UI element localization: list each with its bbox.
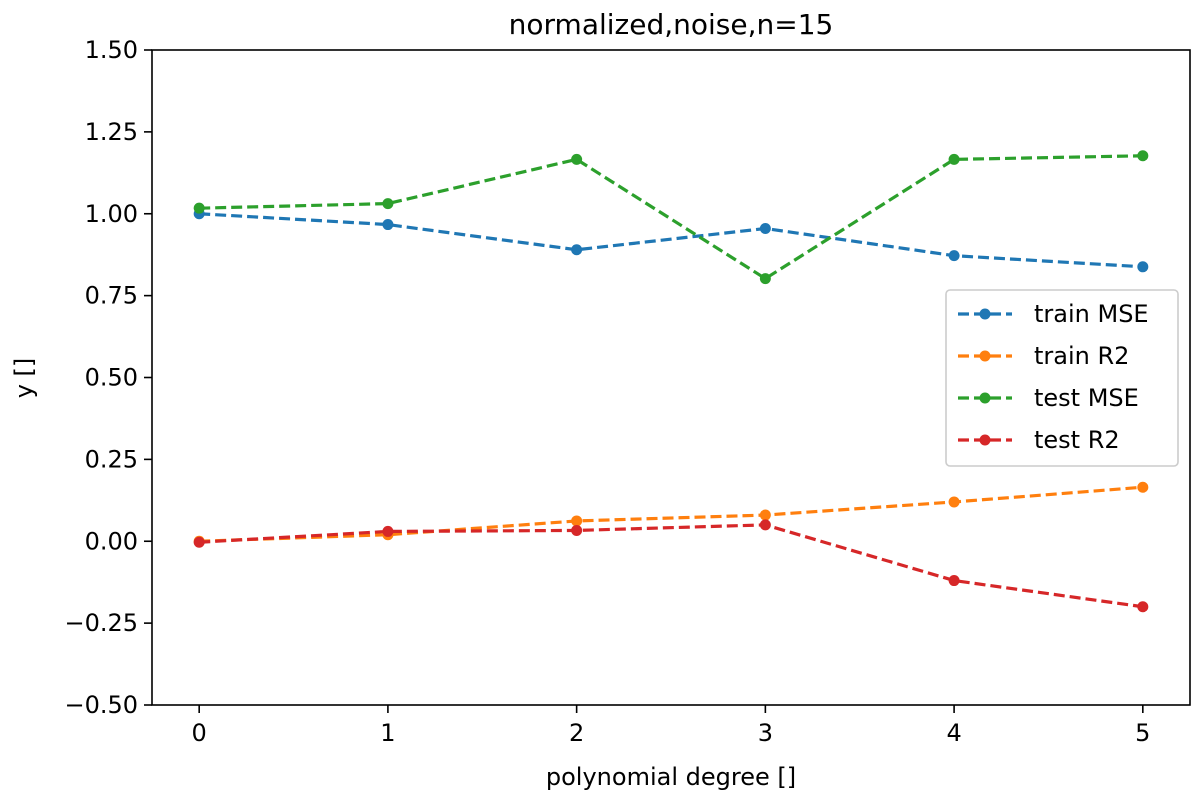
data-point: [193, 202, 205, 214]
y-tick-label: 0.75: [85, 282, 138, 310]
legend-swatch-marker: [979, 308, 991, 320]
series-train-mse: [193, 208, 1149, 273]
series-line: [199, 485, 1143, 543]
data-point: [948, 496, 960, 508]
series-test-r2: [193, 519, 1149, 613]
x-tick-label: 0: [192, 719, 207, 747]
legend-label: train MSE: [1034, 300, 1149, 328]
data-point: [1137, 601, 1149, 613]
y-tick-label: 0.00: [85, 527, 138, 555]
data-point: [382, 525, 394, 537]
data-point: [571, 153, 583, 165]
data-point: [571, 524, 583, 536]
x-axis-label: polynomial degree []: [546, 763, 796, 791]
y-tick-label: 1.25: [85, 118, 138, 146]
legend-label: train R2: [1034, 342, 1129, 370]
data-point: [759, 519, 771, 531]
data-point: [948, 153, 960, 165]
legend-swatch-marker: [979, 434, 991, 446]
data-point: [948, 575, 960, 587]
x-tick-label: 4: [946, 719, 961, 747]
series-line: [199, 212, 1143, 269]
legend-item: train R2: [958, 342, 1129, 370]
series-line: [199, 523, 1144, 609]
data-point: [193, 536, 205, 548]
y-axis-label: y []: [10, 358, 38, 399]
legend-item: test R2: [958, 426, 1120, 454]
data-point: [759, 222, 771, 234]
series-layer: [193, 150, 1149, 613]
series-test-mse: [193, 150, 1149, 285]
x-tick-label: 3: [758, 719, 773, 747]
y-tick-label: 0.50: [85, 364, 138, 392]
legend-swatch-marker: [979, 350, 991, 362]
data-point: [1137, 150, 1149, 162]
chart-title: normalized,noise,n=15: [509, 8, 834, 41]
data-point: [382, 198, 394, 210]
x-tick-label: 2: [569, 719, 584, 747]
legend-label: test MSE: [1034, 384, 1139, 412]
series-train-r2: [193, 481, 1149, 547]
y-tick-label: 0.25: [85, 445, 138, 473]
legend-label: test R2: [1034, 426, 1120, 454]
legend-box: [945, 289, 1179, 467]
legend-swatch-marker: [979, 392, 991, 404]
y-axis: −0.50 −0.25 0.00 0.25 0.50 0.75 1.00 1.25 1.50: [64, 36, 152, 719]
data-point: [382, 219, 394, 231]
data-point: [571, 515, 583, 527]
legend-item: test MSE: [958, 384, 1139, 412]
data-point: [759, 273, 771, 285]
x-axis: 0 1 2 3 4 5: [192, 705, 1150, 747]
legend: train MSE train R2 test MSE test R2: [945, 289, 1179, 467]
legend-item: train MSE: [958, 300, 1149, 328]
series-line: [199, 154, 1143, 281]
data-point: [571, 244, 583, 256]
x-tick-label: 1: [380, 719, 395, 747]
data-point: [1137, 261, 1149, 273]
data-point: [759, 509, 771, 521]
data-point: [948, 250, 960, 262]
y-tick-label: −0.25: [64, 609, 138, 637]
y-tick-label: −0.50: [64, 691, 138, 719]
y-tick-label: 1.50: [85, 36, 138, 64]
data-point: [1137, 481, 1149, 493]
x-tick-label: 5: [1135, 719, 1150, 747]
y-tick-label: 1.00: [85, 200, 138, 228]
